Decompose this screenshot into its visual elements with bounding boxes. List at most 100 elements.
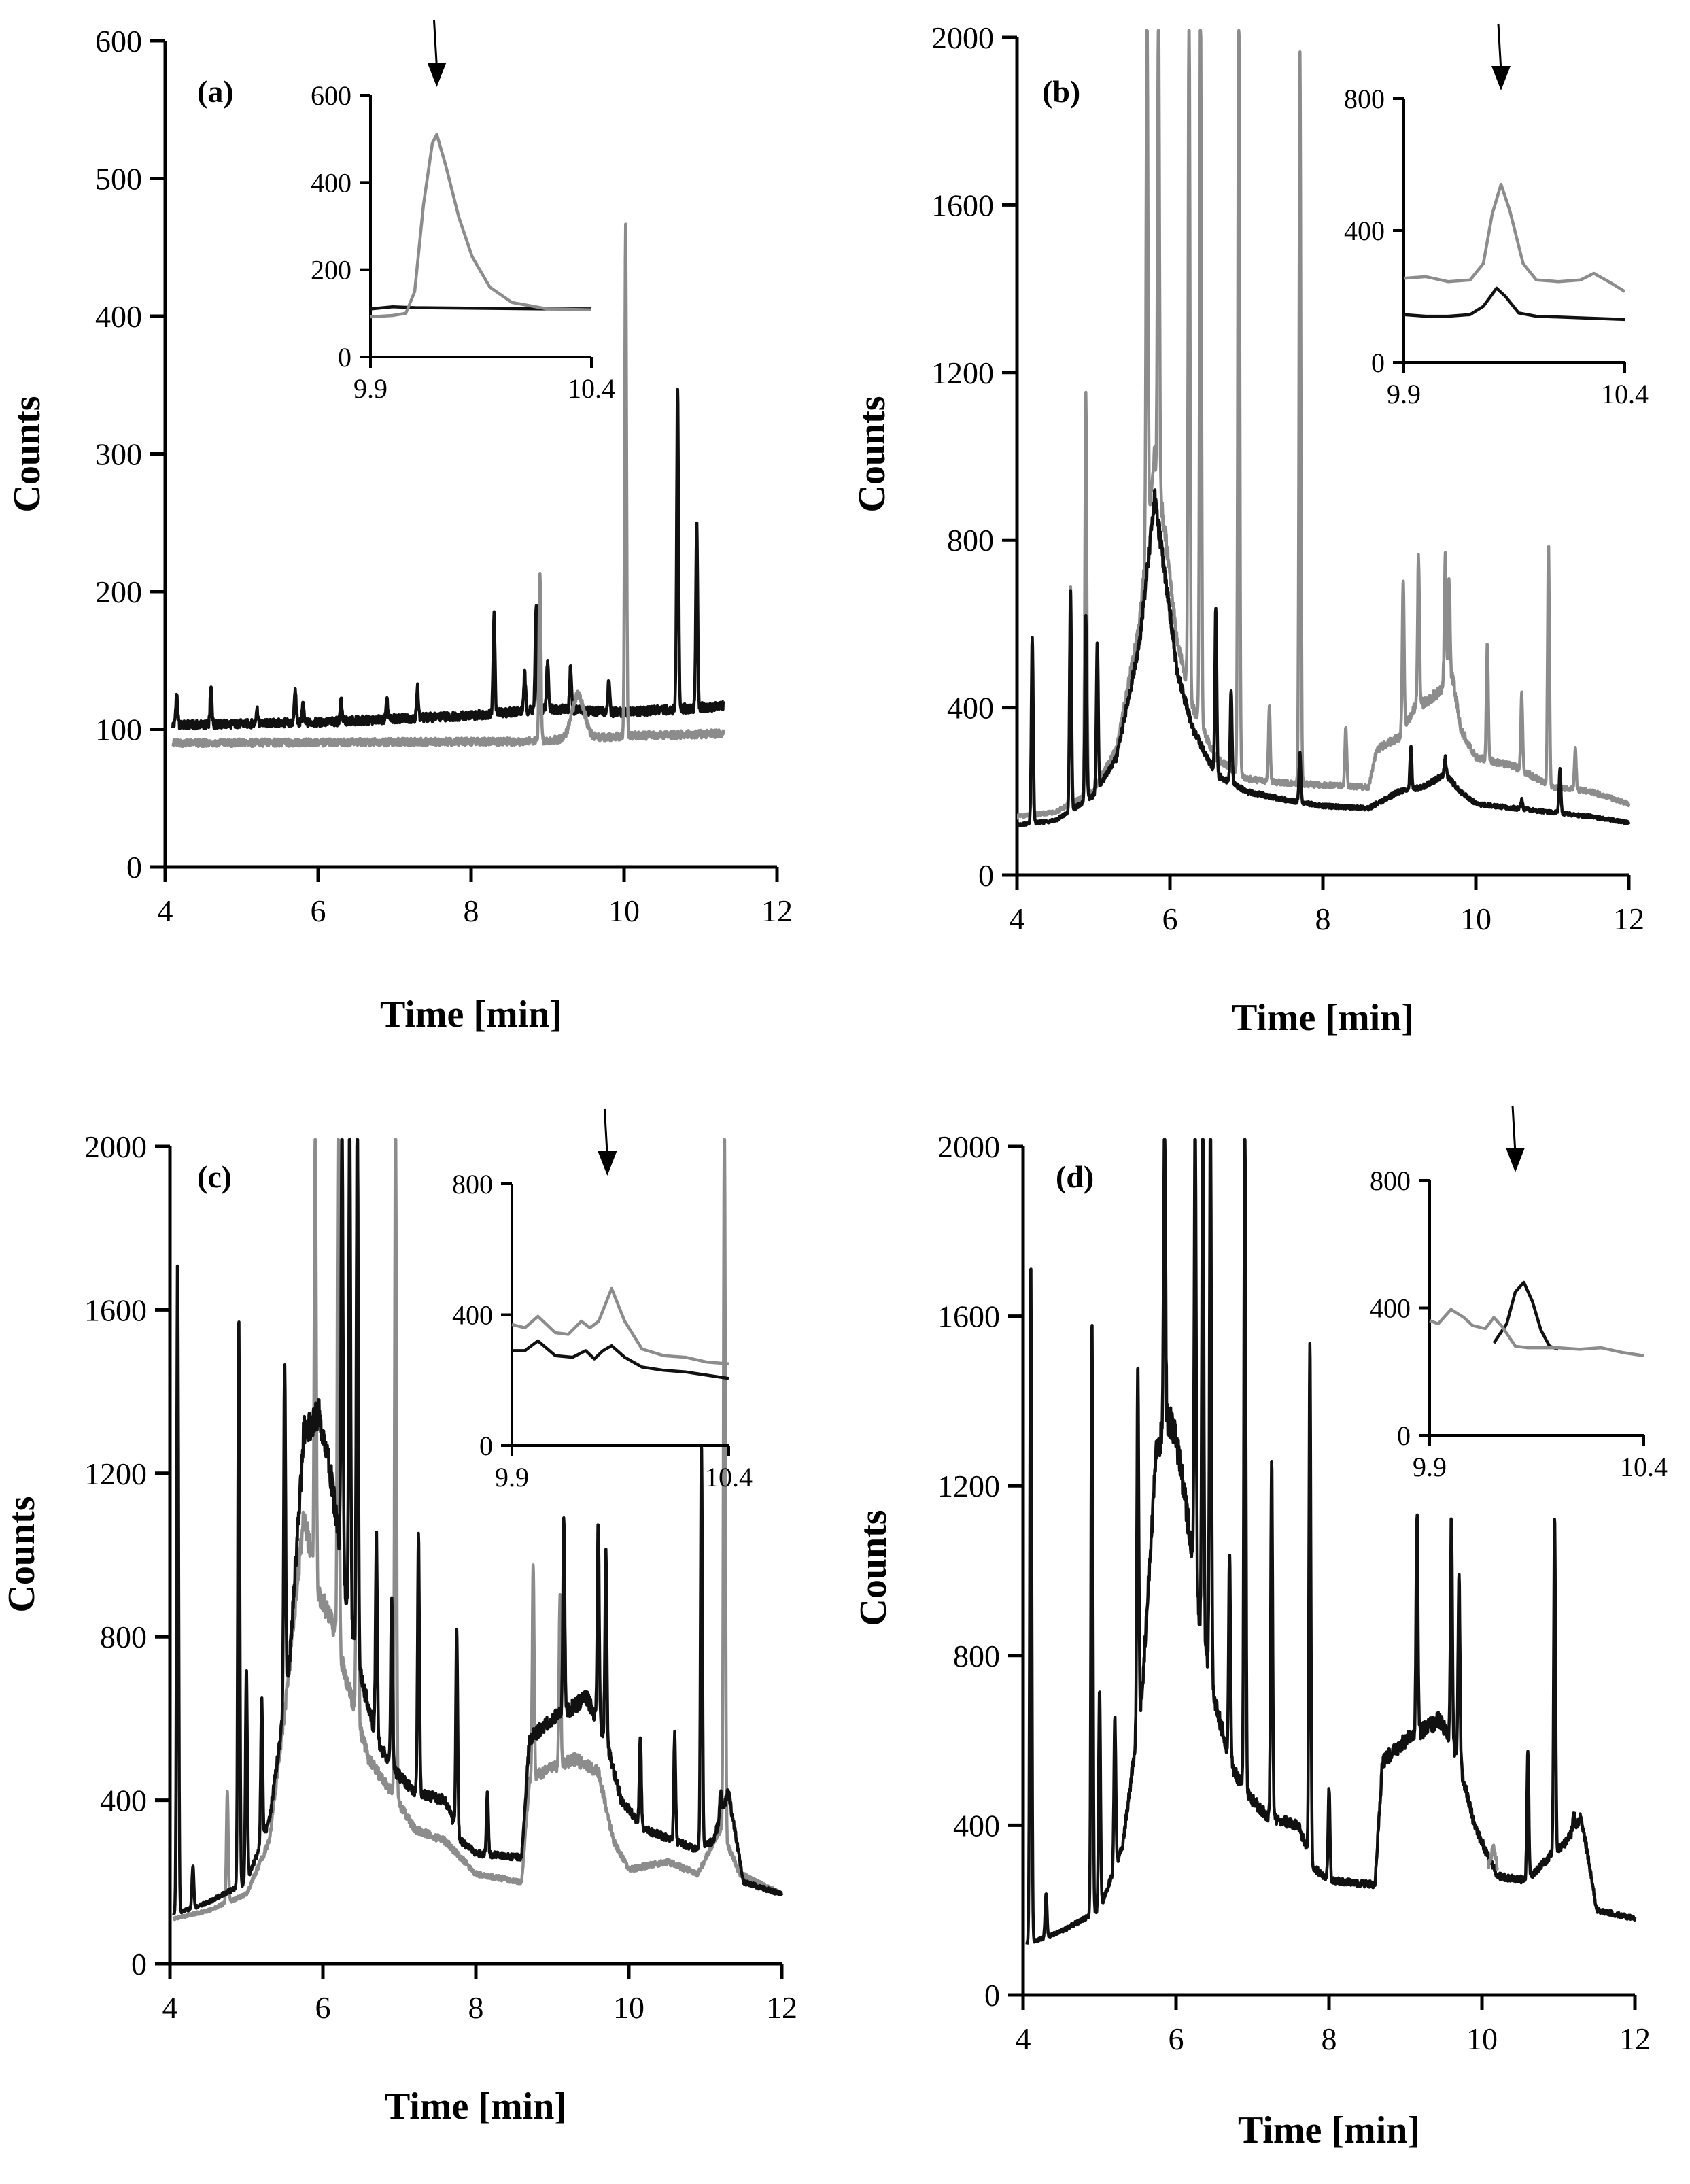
inset-x-tick-label: 10.4 bbox=[705, 1462, 753, 1492]
y-tick-label: 1600 bbox=[84, 1293, 147, 1327]
inset-series-line bbox=[1492, 1280, 1559, 1351]
y-tick-label: 1200 bbox=[84, 1456, 147, 1491]
y-tick-label: 2000 bbox=[84, 1129, 147, 1164]
series-line bbox=[171, 388, 725, 731]
inset-series-line bbox=[511, 1286, 729, 1365]
x-tick-label: 6 bbox=[1169, 2021, 1184, 2056]
inset-y-tick-label: 0 bbox=[479, 1431, 493, 1461]
y-axis-title: Counts bbox=[6, 396, 48, 512]
y-tick-label: 800 bbox=[100, 1620, 147, 1654]
inset-y-tick-label: 800 bbox=[1370, 1165, 1411, 1196]
y-tick-label: 200 bbox=[95, 575, 142, 609]
inset-x-tick-label: 9.9 bbox=[353, 373, 387, 404]
main-plot-area bbox=[172, 1138, 784, 1922]
x-axis-title: Time [min] bbox=[385, 2085, 567, 2128]
y-tick-label: 2000 bbox=[937, 1129, 1000, 1164]
x-tick-label: 12 bbox=[761, 893, 793, 928]
x-tick-label: 8 bbox=[1322, 2021, 1337, 2056]
inset-y-tick-label: 600 bbox=[311, 80, 351, 111]
inset-y-tick-label: 0 bbox=[1397, 1420, 1411, 1451]
y-tick-label: 1600 bbox=[937, 1299, 1000, 1334]
x-tick-label: 12 bbox=[766, 1990, 797, 2025]
panel-label: (d) bbox=[1056, 1159, 1094, 1194]
x-tick-label: 10 bbox=[613, 1990, 644, 2025]
inset-x-tick-label: 9.9 bbox=[1387, 379, 1421, 409]
chart-panel-d: 4 6 8 10 12 0 400 800 1200 1600 2000 (d) Time [min] C… bbox=[852, 1105, 1668, 2151]
inset-x-tick-label: 10.4 bbox=[568, 373, 615, 404]
series-line bbox=[1486, 1843, 1499, 1871]
y-tick-label: 0 bbox=[978, 858, 994, 893]
inset-y-tick-label: 400 bbox=[311, 167, 351, 198]
x-axis-title: Time [min] bbox=[380, 993, 562, 1036]
series-line bbox=[1025, 1138, 1637, 1945]
series-line bbox=[1017, 488, 1631, 827]
inset-y-tick-label: 800 bbox=[452, 1169, 493, 1199]
x-tick-label: 10 bbox=[1466, 2021, 1498, 2056]
arrow-shaft bbox=[1511, 1105, 1517, 1154]
y-tick-label: 400 bbox=[95, 299, 142, 334]
x-tick-label: 10 bbox=[1460, 902, 1491, 936]
inset-y-tick-label: 800 bbox=[1344, 84, 1385, 114]
inset-series-line bbox=[512, 1339, 729, 1380]
x-axis-title: Time [min] bbox=[1232, 997, 1414, 1039]
arrow-head bbox=[598, 1151, 617, 1176]
arrow-shaft bbox=[603, 1108, 608, 1157]
x-axis-title: Time [min] bbox=[1238, 2109, 1420, 2151]
y-axis-title: Counts bbox=[1, 1496, 43, 1612]
arrow-shaft bbox=[1497, 23, 1502, 72]
inset-series-line bbox=[1403, 182, 1626, 293]
y-tick-label: 1200 bbox=[937, 1469, 1000, 1503]
y-tick-label: 600 bbox=[95, 24, 142, 58]
inset-x-tick-label: 9.9 bbox=[495, 1462, 529, 1492]
series-line bbox=[1017, 29, 1631, 820]
arrow-head bbox=[1506, 1148, 1525, 1172]
x-tick-label: 10 bbox=[608, 893, 640, 928]
inset-y-tick-label: 400 bbox=[1370, 1293, 1411, 1324]
panel-label: (a) bbox=[197, 74, 234, 109]
x-tick-label: 4 bbox=[1016, 2021, 1031, 2056]
series-line bbox=[172, 1138, 784, 1915]
y-tick-label: 2000 bbox=[931, 20, 994, 55]
y-tick-label: 400 bbox=[100, 1784, 147, 1818]
chart-panel-c: 4 6 8 10 12 0 400 800 1200 1600 2000 (c) Time [min] C… bbox=[1, 1108, 797, 2128]
x-tick-label: 12 bbox=[1613, 902, 1644, 936]
inset-y-tick-label: 0 bbox=[1371, 347, 1385, 378]
arrow-head bbox=[427, 63, 447, 87]
chart-panel-b: 4 6 8 10 12 0 400 800 1200 1600 2000 (b) Time [min] C… bbox=[851, 20, 1649, 1039]
y-tick-label: 800 bbox=[953, 1639, 1000, 1673]
main-plot-area bbox=[171, 222, 725, 749]
y-axis-title: Counts bbox=[851, 396, 893, 512]
inset-x-tick-label: 10.4 bbox=[1601, 379, 1649, 409]
x-tick-label: 6 bbox=[1162, 902, 1178, 936]
x-tick-label: 8 bbox=[1315, 902, 1331, 936]
x-tick-label: 8 bbox=[468, 1990, 484, 2025]
inset-y-tick-label: 0 bbox=[338, 342, 351, 373]
arrow-shaft bbox=[433, 20, 438, 69]
series-line bbox=[172, 1138, 784, 1922]
x-tick-label: 4 bbox=[158, 893, 173, 928]
panel-label: (b) bbox=[1042, 74, 1080, 109]
inset-y-tick-label: 400 bbox=[1344, 216, 1385, 246]
x-tick-label: 12 bbox=[1619, 2021, 1651, 2056]
y-tick-label: 1600 bbox=[931, 188, 994, 222]
panel-label: (c) bbox=[197, 1159, 232, 1194]
x-tick-label: 6 bbox=[311, 893, 326, 928]
inset-series-line bbox=[1429, 1308, 1644, 1358]
chart-panel-a: 4 6 8 10 12 0 100 200 300 400 500 600 (a) Time [min] C… bbox=[6, 20, 793, 1036]
y-tick-label: 0 bbox=[984, 1978, 1000, 2013]
inset-x-tick-label: 9.9 bbox=[1413, 1452, 1447, 1482]
main-plot-area bbox=[1017, 29, 1631, 827]
inset-x-tick-label: 10.4 bbox=[1620, 1452, 1668, 1482]
y-tick-label: 800 bbox=[947, 523, 994, 558]
x-tick-label: 6 bbox=[315, 1990, 331, 2025]
inset-series-line bbox=[370, 133, 592, 319]
x-tick-label: 4 bbox=[162, 1990, 178, 2025]
y-tick-label: 1200 bbox=[931, 356, 994, 390]
inset-series-line bbox=[1403, 286, 1625, 322]
inset-y-tick-label: 400 bbox=[452, 1300, 493, 1331]
y-tick-label: 0 bbox=[131, 1947, 147, 1981]
arrow-head bbox=[1491, 66, 1511, 90]
x-tick-label: 4 bbox=[1010, 902, 1025, 936]
y-tick-label: 0 bbox=[126, 850, 142, 885]
